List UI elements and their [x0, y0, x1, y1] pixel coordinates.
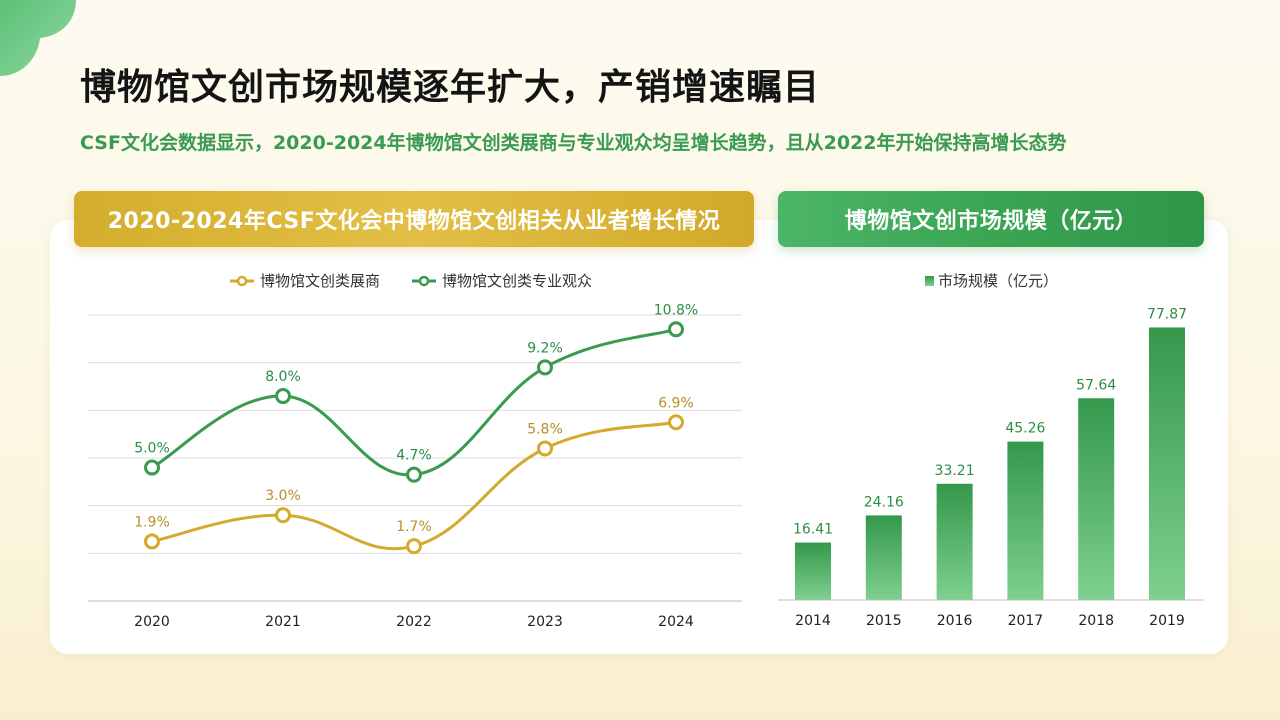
- bar-chart-title: 博物馆文创市场规模（亿元）: [778, 191, 1204, 247]
- data-label: 1.9%: [134, 514, 170, 530]
- data-label: 10.8%: [654, 302, 698, 318]
- x-tick-label: 2015: [866, 613, 902, 629]
- data-label: 8.0%: [265, 369, 301, 385]
- data-label: 6.9%: [658, 395, 694, 411]
- data-point: [406, 466, 422, 483]
- x-tick-label: 2022: [396, 614, 432, 630]
- line-chart-series: 1.9% 3.0% 1.7% 5.8% 6.9% 5.0% 8.0% 4.7% 9.2% 10.8…: [134, 302, 698, 555]
- data-point: [144, 459, 160, 476]
- line-chart-title: 2020-2024年CSF文化会中博物馆文创相关从业者增长情况: [74, 191, 754, 247]
- legend-label: 市场规模（亿元）: [938, 272, 1058, 290]
- data-point: [537, 440, 553, 457]
- data-point: [537, 359, 553, 376]
- data-point: [275, 388, 291, 405]
- legend-label: 博物馆文创类专业观众: [442, 272, 592, 290]
- bar: [1007, 441, 1044, 600]
- bar-value-label: 57.64: [1076, 377, 1116, 393]
- bar: [1149, 327, 1185, 600]
- x-tick-label: 2016: [937, 613, 973, 629]
- corner-decoration: [0, 0, 76, 76]
- line-chart-grid: [88, 314, 742, 602]
- line-chart-x-axis: 2020 2021 2022 2023 2024: [134, 614, 694, 630]
- legend-item: 博物馆文创类专业观众: [412, 272, 592, 290]
- bar-value-label: 45.26: [1005, 421, 1045, 437]
- x-tick-label: 2017: [1008, 613, 1044, 629]
- legend-swatch-marker: [236, 275, 248, 287]
- line-chart-legend: 博物馆文创类展商 博物馆文创类专业观众: [230, 272, 592, 290]
- legend-item: 市场规模（亿元）: [925, 272, 1058, 290]
- x-tick-label: 2018: [1078, 613, 1114, 629]
- x-tick-label: 2021: [265, 614, 301, 630]
- legend-item: 博物馆文创类展商: [230, 272, 380, 290]
- data-point: [668, 321, 684, 338]
- bar: [865, 515, 902, 600]
- data-label: 1.7%: [396, 519, 432, 535]
- bar-value-label: 77.87: [1147, 306, 1187, 322]
- data-label: 9.2%: [527, 340, 563, 356]
- page-title: 博物馆文创市场规模逐年扩大，产销增速瞩目: [80, 67, 821, 108]
- data-label: 3.0%: [265, 488, 301, 504]
- line-chart: 博物馆文创类展商 博物馆文创类专业观众 1.9% 3.0% 1.7% 5.8% 6.9% 5…: [88, 272, 742, 630]
- bar-chart-bars: 16.41 24.16 33.21 45.26 57.64 77.87: [793, 306, 1187, 600]
- legend-swatch-marker: [418, 275, 430, 287]
- data-point: [144, 533, 160, 550]
- page-subtitle: CSF文化会数据显示，2020-2024年博物馆文创类展商与专业观众均呈增长趋势…: [80, 132, 1067, 154]
- legend-swatch: [925, 276, 934, 286]
- bar-value-label: 16.41: [793, 522, 833, 538]
- bar-chart: 市场规模（亿元） 16.4124.1633.2145.2657.6477.87 …: [778, 272, 1204, 629]
- bar-chart-legend: 市场规模（亿元）: [925, 272, 1058, 290]
- x-tick-label: 2024: [658, 614, 694, 630]
- data-point: [406, 538, 422, 555]
- data-label: 4.7%: [396, 448, 432, 464]
- data-label: 5.8%: [527, 421, 563, 437]
- bar: [1078, 398, 1115, 600]
- data-point: [275, 507, 291, 524]
- bar: [936, 483, 973, 600]
- x-tick-label: 2014: [795, 613, 831, 629]
- bar-value-label: 24.16: [864, 494, 904, 510]
- legend-label: 博物馆文创类展商: [260, 272, 380, 290]
- bar: [795, 542, 831, 600]
- bar-value-label: 33.21: [935, 463, 975, 479]
- x-tick-label: 2019: [1149, 613, 1185, 629]
- x-tick-label: 2023: [527, 614, 563, 630]
- bar-chart-x-axis: 2014 2015 2016 2017 2018 2019: [778, 599, 1204, 629]
- x-tick-label: 2020: [134, 614, 170, 630]
- data-label: 5.0%: [134, 441, 170, 457]
- data-point: [668, 414, 684, 431]
